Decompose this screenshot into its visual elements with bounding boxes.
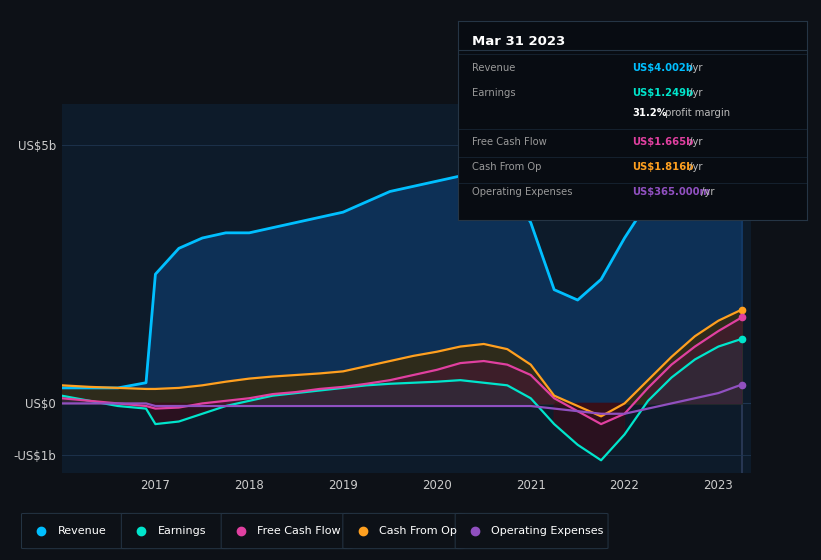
Text: /yr: /yr [686,137,703,147]
Text: US$1.816b: US$1.816b [633,162,694,172]
Text: Free Cash Flow: Free Cash Flow [257,526,341,535]
Text: /yr: /yr [698,186,714,197]
Text: Revenue: Revenue [472,63,516,73]
Text: Operating Expenses: Operating Expenses [491,526,603,535]
FancyBboxPatch shape [122,514,231,549]
FancyBboxPatch shape [343,514,465,549]
Text: 31.2%: 31.2% [633,108,667,118]
Text: Operating Expenses: Operating Expenses [472,186,572,197]
Text: /yr: /yr [686,162,703,172]
Text: US$365.000m: US$365.000m [633,186,711,197]
FancyBboxPatch shape [221,514,352,549]
Text: Earnings: Earnings [158,526,206,535]
Text: US$1.665b: US$1.665b [633,137,694,147]
Text: profit margin: profit margin [663,108,731,118]
Text: Earnings: Earnings [472,88,516,99]
Text: Revenue: Revenue [57,526,107,535]
Text: US$1.249b: US$1.249b [633,88,694,99]
Text: US$4.002b: US$4.002b [633,63,694,73]
Text: Mar 31 2023: Mar 31 2023 [472,35,566,48]
FancyBboxPatch shape [21,514,131,549]
Text: Free Cash Flow: Free Cash Flow [472,137,547,147]
FancyBboxPatch shape [455,514,608,549]
Text: Cash From Op: Cash From Op [472,162,542,172]
Text: /yr: /yr [686,63,703,73]
Text: /yr: /yr [686,88,703,99]
Text: Cash From Op: Cash From Op [379,526,457,535]
